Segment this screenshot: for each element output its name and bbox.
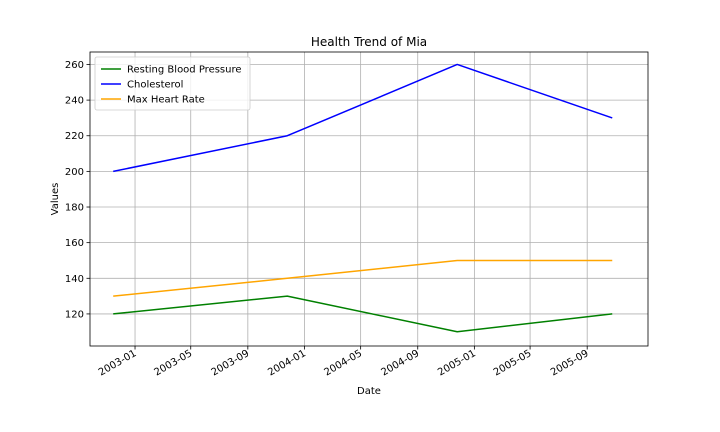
y-tick-label: 240 [65, 96, 84, 107]
x-tick-label: 2005-01 [436, 348, 478, 378]
x-tick-label: 2005-05 [492, 348, 534, 378]
chart-title: Health Trend of Mia [311, 35, 427, 49]
legend-label: Resting Blood Pressure [127, 65, 242, 76]
y-axis-label: Values [50, 183, 61, 216]
grid-lines [90, 52, 648, 346]
x-axis-label: Date [357, 386, 381, 397]
series-lines [113, 63, 613, 333]
y-axis-ticks: 120 140 160 180 200 220 240 260 [65, 60, 90, 320]
series-line-cholesterol [113, 63, 613, 173]
y-tick-label: 160 [65, 238, 84, 249]
legend-box [94, 56, 251, 111]
x-tick-label: 2004-05 [322, 348, 364, 378]
series-line-max-heart-rate [113, 259, 613, 297]
x-tick-label: 2003-09 [210, 348, 252, 378]
x-tick-label: 2003-05 [153, 348, 195, 378]
x-tick-label: 2005-09 [549, 348, 591, 378]
x-tick-label: 2004-01 [266, 348, 308, 378]
legend-label: Cholesterol [127, 80, 183, 91]
y-tick-label: 120 [65, 309, 84, 320]
y-tick-label: 180 [65, 203, 84, 214]
y-tick-label: 220 [65, 131, 84, 142]
legend: Resting Blood Pressure Cholesterol Max Hea… [94, 56, 251, 111]
x-tick-label: 2003-01 [97, 348, 139, 378]
series-line-resting-blood-pressure [113, 295, 613, 333]
y-tick-label: 260 [65, 60, 84, 71]
x-tick-label: 2004-09 [380, 348, 422, 378]
y-tick-label: 200 [65, 167, 84, 178]
plot-frame [89, 51, 649, 347]
y-tick-label: 140 [65, 274, 84, 285]
x-axis-ticks: 2003-01 2003-05 2003-09 2004-01 2004-05 2004-… [97, 346, 591, 378]
legend-label: Max Heart Rate [127, 95, 205, 106]
